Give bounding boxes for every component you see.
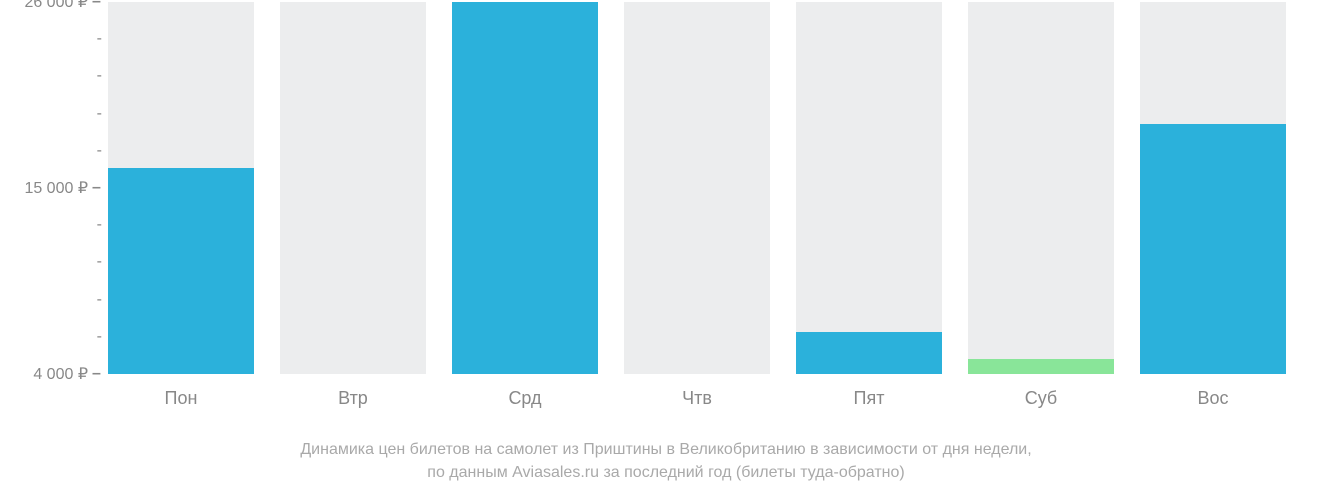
chart-column: Пон bbox=[108, 2, 280, 374]
x-tick-label: Втр bbox=[280, 374, 426, 409]
bar-background bbox=[280, 2, 426, 374]
bar bbox=[452, 2, 598, 374]
chart-column: Суб bbox=[968, 2, 1140, 374]
y-minor-tick: - bbox=[94, 253, 102, 271]
y-minor-tick: - bbox=[94, 328, 102, 346]
y-minor-tick: - bbox=[94, 142, 102, 160]
y-minor-tick: - bbox=[94, 67, 102, 85]
bar-background bbox=[796, 2, 942, 374]
plot-area: ПонВтрСрдЧтвПятСубВос bbox=[108, 2, 1318, 374]
y-tick-mark: – bbox=[92, 365, 102, 383]
y-tick-label: 4 000 ₽ bbox=[33, 364, 88, 384]
x-tick-label: Чтв bbox=[624, 374, 770, 409]
x-tick-label: Суб bbox=[968, 374, 1114, 409]
y-tick-label: 26 000 ₽ bbox=[24, 0, 88, 12]
y-tick-mark: – bbox=[92, 179, 102, 197]
y-axis: 26 000 ₽–15 000 ₽–4 000 ₽–-------- bbox=[0, 2, 108, 374]
chart-column: Вос bbox=[1140, 2, 1312, 374]
y-minor-tick: - bbox=[94, 216, 102, 234]
x-tick-label: Вос bbox=[1140, 374, 1286, 409]
bar-background bbox=[624, 2, 770, 374]
bar bbox=[968, 359, 1114, 374]
price-by-weekday-chart: 26 000 ₽–15 000 ₽–4 000 ₽–-------- ПонВт… bbox=[0, 0, 1332, 502]
x-tick-label: Пят bbox=[796, 374, 942, 409]
chart-caption: Динамика цен билетов на самолет из Пришт… bbox=[0, 438, 1332, 484]
y-minor-tick: - bbox=[94, 30, 102, 48]
y-tick-label: 15 000 ₽ bbox=[24, 178, 88, 198]
bar bbox=[1140, 124, 1286, 374]
y-tick-mark: – bbox=[92, 0, 102, 11]
x-tick-label: Пон bbox=[108, 374, 254, 409]
chart-column: Пят bbox=[796, 2, 968, 374]
caption-line-1: Динамика цен билетов на самолет из Пришт… bbox=[300, 441, 1031, 458]
y-minor-tick: - bbox=[94, 105, 102, 123]
bar-background bbox=[968, 2, 1114, 374]
bar bbox=[796, 332, 942, 374]
bar bbox=[108, 168, 254, 374]
chart-column: Срд bbox=[452, 2, 624, 374]
chart-column: Чтв bbox=[624, 2, 796, 374]
y-minor-tick: - bbox=[94, 291, 102, 309]
chart-column: Втр bbox=[280, 2, 452, 374]
x-tick-label: Срд bbox=[452, 374, 598, 409]
caption-line-2: по данным Aviasales.ru за последний год … bbox=[427, 464, 904, 481]
